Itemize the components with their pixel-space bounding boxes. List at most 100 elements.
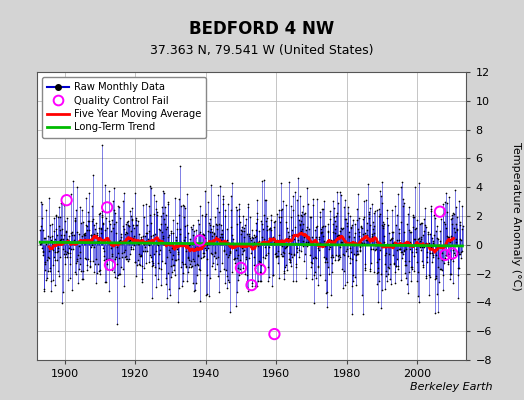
Point [356,243,365,250]
Point [283,236,292,243]
Point [299,238,308,244]
Point [62,197,71,203]
Point [252,220,260,227]
Point [93,270,101,276]
Point [117,231,125,238]
Point [352,282,360,288]
Point [317,226,325,232]
Point [257,270,265,276]
Point [284,228,292,235]
Point [232,204,240,210]
Point [424,230,433,237]
Point [330,214,338,220]
Point [198,212,206,218]
Point [214,289,223,295]
Point [142,200,150,207]
Point [161,225,170,232]
Point [311,268,319,275]
Point [238,224,246,231]
Point [280,270,289,276]
Point [213,204,221,211]
Point [243,272,252,278]
Point [344,253,353,259]
Point [179,261,187,267]
Point [408,266,416,272]
Point [411,226,419,232]
Point [196,244,205,250]
Point [135,250,143,257]
Point [130,225,139,231]
Point [412,240,420,246]
Point [161,212,170,218]
Point [106,256,114,263]
Point [168,256,176,262]
Point [192,227,200,234]
Point [200,250,209,256]
Point [302,239,310,246]
Point [38,200,46,207]
Point [167,262,176,269]
Point [458,203,466,210]
Point [324,220,332,227]
Point [278,243,286,249]
Point [77,237,85,244]
Point [192,280,200,287]
Point [367,234,376,240]
Point [86,244,95,250]
Point [303,185,311,192]
Point [53,248,62,254]
Point [454,264,462,271]
Point [379,219,387,225]
Point [402,281,411,287]
Point [126,251,135,257]
Point [170,257,179,264]
Point [275,206,283,213]
Point [195,230,203,237]
Point [267,241,276,248]
Point [431,215,439,222]
Point [263,226,271,233]
Point [105,241,114,247]
Point [300,234,309,240]
Point [409,224,418,230]
Point [110,220,118,227]
Point [186,241,194,248]
Point [221,207,230,214]
Point [458,226,466,232]
Point [87,232,95,238]
Point [345,234,354,240]
Point [269,272,277,278]
Point [286,259,294,266]
Point [365,211,373,218]
Point [395,230,403,236]
Point [206,216,214,222]
Point [223,272,232,279]
Point [291,240,300,246]
Point [337,239,345,245]
Point [96,267,105,273]
Point [248,283,256,289]
Point [139,202,147,209]
Point [75,231,83,237]
Point [60,248,69,254]
Point [39,252,48,258]
Point [172,246,181,252]
Point [42,238,51,244]
Point [169,252,178,259]
Point [68,229,76,236]
Point [43,238,52,245]
Point [78,239,86,246]
Point [95,211,104,217]
Point [407,264,415,270]
Point [393,255,401,262]
Point [354,229,363,236]
Point [123,256,131,262]
Point [234,264,243,271]
Point [394,266,402,272]
Point [321,259,330,265]
Point [358,240,366,246]
Point [138,279,146,286]
Point [216,234,224,240]
Point [195,237,204,244]
Point [255,258,263,264]
